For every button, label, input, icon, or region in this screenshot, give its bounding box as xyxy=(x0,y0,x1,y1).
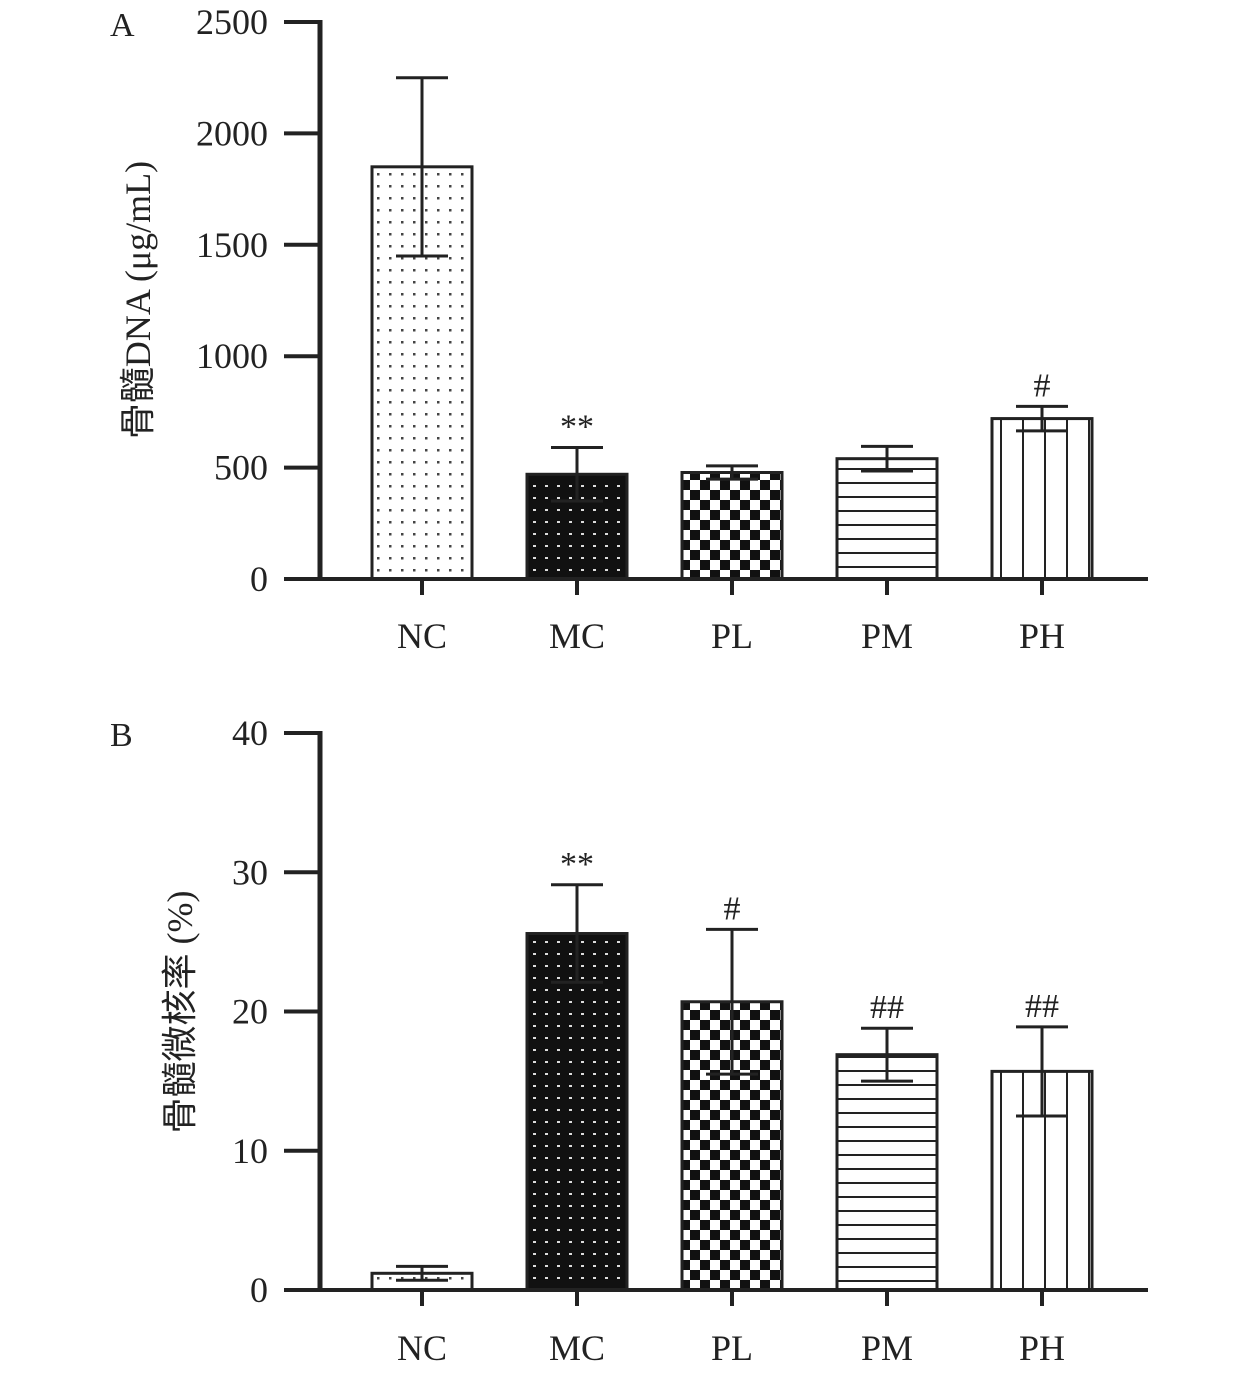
x-tick-label: PM xyxy=(861,616,913,656)
significance-label: ** xyxy=(560,846,594,883)
panel-a: A 骨髓DNA (μg/mL) NC ** MC PL PM # PH 0 500 1000 1500 2… xyxy=(110,2,1148,656)
y-tick-label: 0 xyxy=(250,1270,268,1310)
y-tick-label: 10 xyxy=(232,1131,268,1171)
x-tick-label: PL xyxy=(711,616,753,656)
y-axis-label: 骨髓微核率 (%) xyxy=(160,891,200,1134)
bar-pm xyxy=(835,457,939,581)
x-tick-label: MC xyxy=(549,1328,605,1368)
bar-ph xyxy=(990,417,1094,581)
x-tick-label: PH xyxy=(1019,616,1065,656)
y-axis-label: 骨髓DNA (μg/mL) xyxy=(118,161,158,439)
significance-label: ## xyxy=(1025,988,1059,1025)
x-tick-label: PL xyxy=(711,1328,753,1368)
y-tick-label: 500 xyxy=(214,448,268,488)
x-tick-label: NC xyxy=(397,616,447,656)
y-tick-label: 1000 xyxy=(196,336,268,376)
panel-label: B xyxy=(110,717,133,754)
y-tick-label: 2500 xyxy=(196,2,268,42)
y-tick-label: 40 xyxy=(232,713,268,753)
bar-pl xyxy=(680,471,784,581)
y-tick-label: 20 xyxy=(232,992,268,1032)
panel-label: A xyxy=(110,7,135,44)
x-tick-label: PH xyxy=(1019,1328,1065,1368)
bar-pm xyxy=(835,1053,939,1292)
y-tick-label: 2000 xyxy=(196,113,268,153)
significance-label: ## xyxy=(870,989,904,1026)
x-tick-label: MC xyxy=(549,616,605,656)
x-tick-label: PM xyxy=(861,1328,913,1368)
y-tick-label: 1500 xyxy=(196,225,268,265)
x-tick-label: NC xyxy=(397,1328,447,1368)
panel-b: B 骨髓微核率 (%) NC ** MC # PL ## PM ## PH 0 10 20 30 40 xyxy=(110,713,1148,1368)
significance-label: ** xyxy=(560,409,594,446)
y-tick-label: 30 xyxy=(232,852,268,892)
y-tick-label: 0 xyxy=(250,559,268,599)
significance-label: # xyxy=(724,890,741,927)
significance-label: # xyxy=(1034,367,1051,404)
bar-mc xyxy=(525,932,629,1292)
